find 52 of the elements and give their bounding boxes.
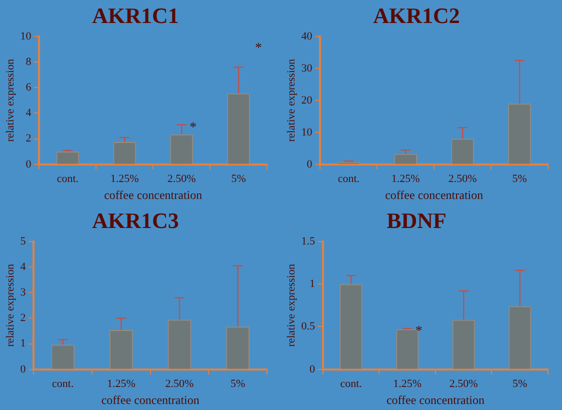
y-tick-label: 20 bbox=[301, 94, 313, 106]
x-tick-label: cont. bbox=[52, 378, 74, 390]
y-tick-label: 0 bbox=[306, 158, 313, 170]
y-tick-label: 8 bbox=[26, 56, 32, 68]
y-tick-label: 40 bbox=[301, 30, 313, 42]
y-tick-label: 1 bbox=[309, 278, 315, 290]
y-axis-title: relative expression bbox=[4, 58, 16, 142]
x-tick-label: 5% bbox=[512, 172, 527, 185]
annotation: * bbox=[255, 41, 262, 56]
y-tick-label: 2 bbox=[20, 312, 26, 324]
y-tick-label: 10 bbox=[20, 30, 32, 42]
x-tick-label: 2.50% bbox=[165, 378, 194, 390]
y-tick-label: 3 bbox=[20, 286, 26, 298]
y-tick-label: 0.5 bbox=[301, 320, 316, 333]
y-axis-title: relative expression bbox=[285, 264, 298, 347]
x-tick-label: 5% bbox=[230, 378, 246, 390]
y-axis-title: relative expression bbox=[4, 264, 16, 347]
y-tick-label: 4 bbox=[20, 260, 26, 273]
y-axis-title: relative expression bbox=[285, 58, 298, 142]
y-tick-label: 6 bbox=[26, 81, 32, 94]
x-tick-label: 1.25% bbox=[106, 378, 136, 390]
y-tick-label: 4 bbox=[26, 107, 32, 120]
y-tick-label: 2 bbox=[26, 132, 32, 145]
y-tick-label: 0 bbox=[309, 363, 316, 376]
chart-title: AKR1C3 bbox=[92, 208, 179, 233]
x-tick-label: 5% bbox=[231, 172, 246, 185]
y-tick-label: 0 bbox=[26, 158, 32, 170]
x-tick-label: 2.50% bbox=[449, 378, 478, 390]
y-tick-label: 1.5 bbox=[301, 235, 316, 248]
x-tick-label: 2.50% bbox=[448, 172, 477, 185]
annotation: * bbox=[415, 324, 422, 340]
x-tick-label: cont. bbox=[340, 378, 362, 390]
x-axis-title: coffee concentration bbox=[386, 392, 485, 407]
x-tick-label: 2.50% bbox=[167, 172, 196, 185]
chart-title: AKR1C1 bbox=[92, 2, 179, 28]
x-axis-title: coffee concentration bbox=[385, 188, 484, 202]
x-axis-title: coffee concentration bbox=[101, 392, 200, 407]
x-tick-label: cont. bbox=[338, 172, 360, 185]
y-tick-label: 10 bbox=[301, 126, 313, 138]
x-axis-title: coffee concentration bbox=[104, 188, 202, 202]
x-tick-label: cont. bbox=[56, 172, 79, 185]
y-tick-label: 30 bbox=[301, 62, 313, 74]
y-tick-label: 1 bbox=[20, 338, 26, 350]
chart-title: AKR1C2 bbox=[373, 2, 460, 28]
x-tick-label: 1.25% bbox=[391, 172, 420, 185]
y-tick-label: 5 bbox=[20, 235, 26, 248]
x-tick-label: 5% bbox=[512, 378, 528, 390]
x-tick-label: 1.25% bbox=[393, 378, 422, 390]
y-tick-label: 0 bbox=[20, 363, 26, 376]
x-tick-label: 1.25% bbox=[110, 172, 139, 185]
chart-title: BDNF bbox=[386, 208, 446, 233]
annotation: * bbox=[190, 120, 197, 136]
